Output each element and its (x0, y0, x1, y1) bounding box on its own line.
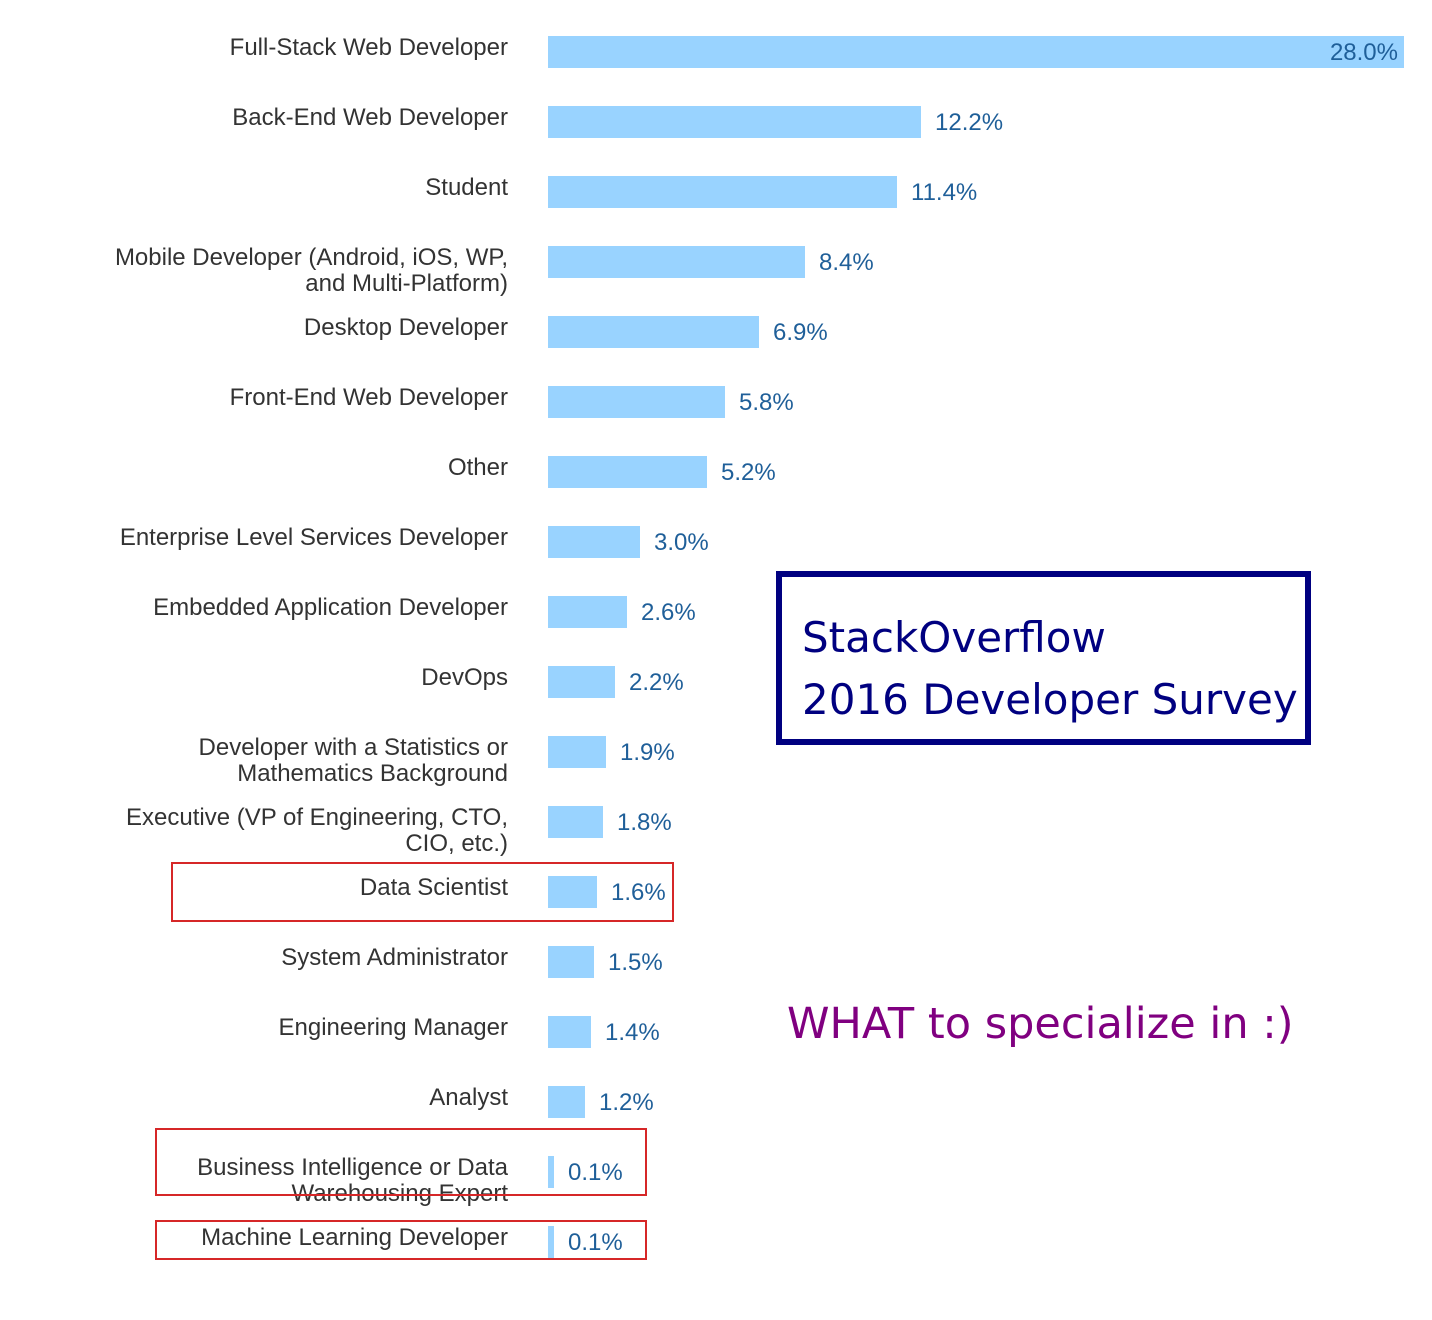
value-label: 8.4% (819, 249, 874, 276)
bar (548, 456, 707, 488)
highlight-box (171, 862, 674, 922)
category-label: Data Scientist (359, 874, 508, 901)
category-label: Analyst (429, 1084, 508, 1111)
category-label: Business Intelligence or Data Warehousin… (197, 1154, 508, 1207)
bar (548, 806, 603, 838)
value-label: 3.0% (654, 529, 709, 556)
survey-title-box: StackOverflow 2016 Developer Survey (776, 571, 1311, 745)
bar (548, 1156, 554, 1188)
value-label: 1.8% (617, 809, 672, 836)
bar (548, 1226, 554, 1258)
title-box-line-2: 2016 Developer Survey (802, 675, 1298, 724)
bar (548, 666, 615, 698)
value-label: 12.2% (935, 109, 1004, 136)
value-label: 1.5% (608, 949, 663, 976)
category-label: Mobile Developer (Android, iOS, WP, and … (114, 244, 508, 297)
category-label: Engineering Manager (278, 1014, 509, 1041)
specialize-note: WHAT to specialize in :) (787, 999, 1294, 1049)
value-label: 5.8% (739, 389, 794, 416)
bar (548, 36, 1404, 68)
value-label: 11.4% (911, 179, 978, 206)
title-box-line-1: StackOverflow (802, 613, 1106, 662)
bar (548, 316, 759, 348)
value-label: 6.9% (773, 319, 828, 346)
bar (548, 106, 921, 138)
highlight-box (155, 1128, 647, 1196)
bar (548, 736, 606, 768)
category-label: Other (447, 454, 508, 481)
bar (548, 1086, 585, 1118)
category-label: DevOps (421, 664, 508, 691)
category-label: Enterprise Level Services Developer (119, 524, 508, 551)
bar (548, 596, 627, 628)
bar (548, 526, 640, 558)
category-label: Full-Stack Web Developer (229, 34, 508, 61)
value-label: 0.1% (568, 1229, 623, 1256)
value-label: 1.6% (611, 879, 666, 906)
category-label: Embedded Application Developer (153, 594, 508, 621)
category-label: Developer with a Statistics or Mathemati… (198, 734, 508, 787)
category-label: Student (425, 174, 508, 201)
bar (548, 246, 805, 278)
bar (548, 1016, 591, 1048)
category-label: Back-End Web Developer (232, 104, 508, 131)
category-label: Front-End Web Developer (229, 384, 508, 411)
value-label: 5.2% (721, 459, 776, 486)
value-label: 0.1% (568, 1159, 623, 1186)
value-label: 1.2% (599, 1089, 654, 1116)
category-label: System Administrator (281, 944, 508, 971)
value-label: 1.4% (605, 1019, 660, 1046)
bar (548, 946, 594, 978)
bar (548, 176, 897, 208)
value-label: 28.0% (1329, 39, 1398, 66)
value-label: 1.9% (620, 739, 675, 766)
bar (548, 386, 725, 418)
category-label: Machine Learning Developer (201, 1224, 508, 1251)
value-label: 2.6% (641, 599, 696, 626)
highlight-box (155, 1220, 647, 1260)
category-label: Desktop Developer (303, 314, 508, 341)
bar (548, 876, 597, 908)
value-label: 2.2% (629, 669, 684, 696)
category-label: Executive (VP of Engineering, CTO, CIO, … (126, 804, 508, 857)
